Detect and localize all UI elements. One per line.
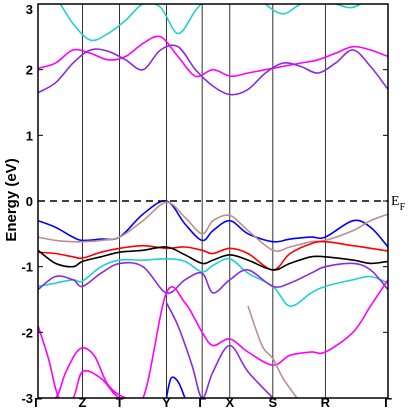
y-axis-label: Energy (eV) xyxy=(3,158,20,241)
kpath-label-2: T xyxy=(116,395,124,409)
band-line-10 xyxy=(38,346,143,398)
band-line-3 xyxy=(38,200,388,248)
kpath-label-4: Γ xyxy=(198,395,206,409)
band-line-8 xyxy=(38,261,388,294)
band-line-11 xyxy=(165,302,274,398)
kpath-label-0: Γ xyxy=(34,395,42,409)
y-axis-ticks: -3 -2 -1 0 1 2 3 xyxy=(21,2,388,406)
band-line-2 xyxy=(59,4,363,42)
kpath-label-1: Z xyxy=(78,395,86,409)
kpath-label-7: R xyxy=(321,395,331,409)
band-line-6 xyxy=(38,246,388,271)
y-tick-label-2: -1 xyxy=(21,260,33,275)
fermi-level-label: EF xyxy=(391,194,406,213)
kpath-label-5: X xyxy=(225,395,234,409)
band-line-12 xyxy=(247,305,298,398)
band-series-layer xyxy=(38,4,388,398)
band-line-13 xyxy=(165,376,186,398)
band-line-1 xyxy=(38,44,388,96)
fermi-label-main: E xyxy=(391,194,400,209)
band-line-4 xyxy=(38,201,388,252)
fermi-label-subscript: F xyxy=(400,202,406,213)
kpath-label-6: S xyxy=(269,395,278,409)
band-line-7 xyxy=(38,257,388,307)
band-line-5 xyxy=(38,240,388,271)
band-line-0 xyxy=(38,35,388,78)
y-tick-label-3: 0 xyxy=(26,194,33,209)
band-line-9 xyxy=(38,279,388,398)
y-tick-label-5: 2 xyxy=(26,63,33,78)
kpath-label-3: Y xyxy=(162,395,171,409)
y-tick-label-4: 1 xyxy=(26,128,33,143)
y-tick-label-1: -2 xyxy=(21,325,33,340)
y-tick-label-0: -3 xyxy=(21,391,33,406)
kpath-label-8: Γ xyxy=(384,395,392,409)
y-tick-label-6: 3 xyxy=(26,2,33,17)
